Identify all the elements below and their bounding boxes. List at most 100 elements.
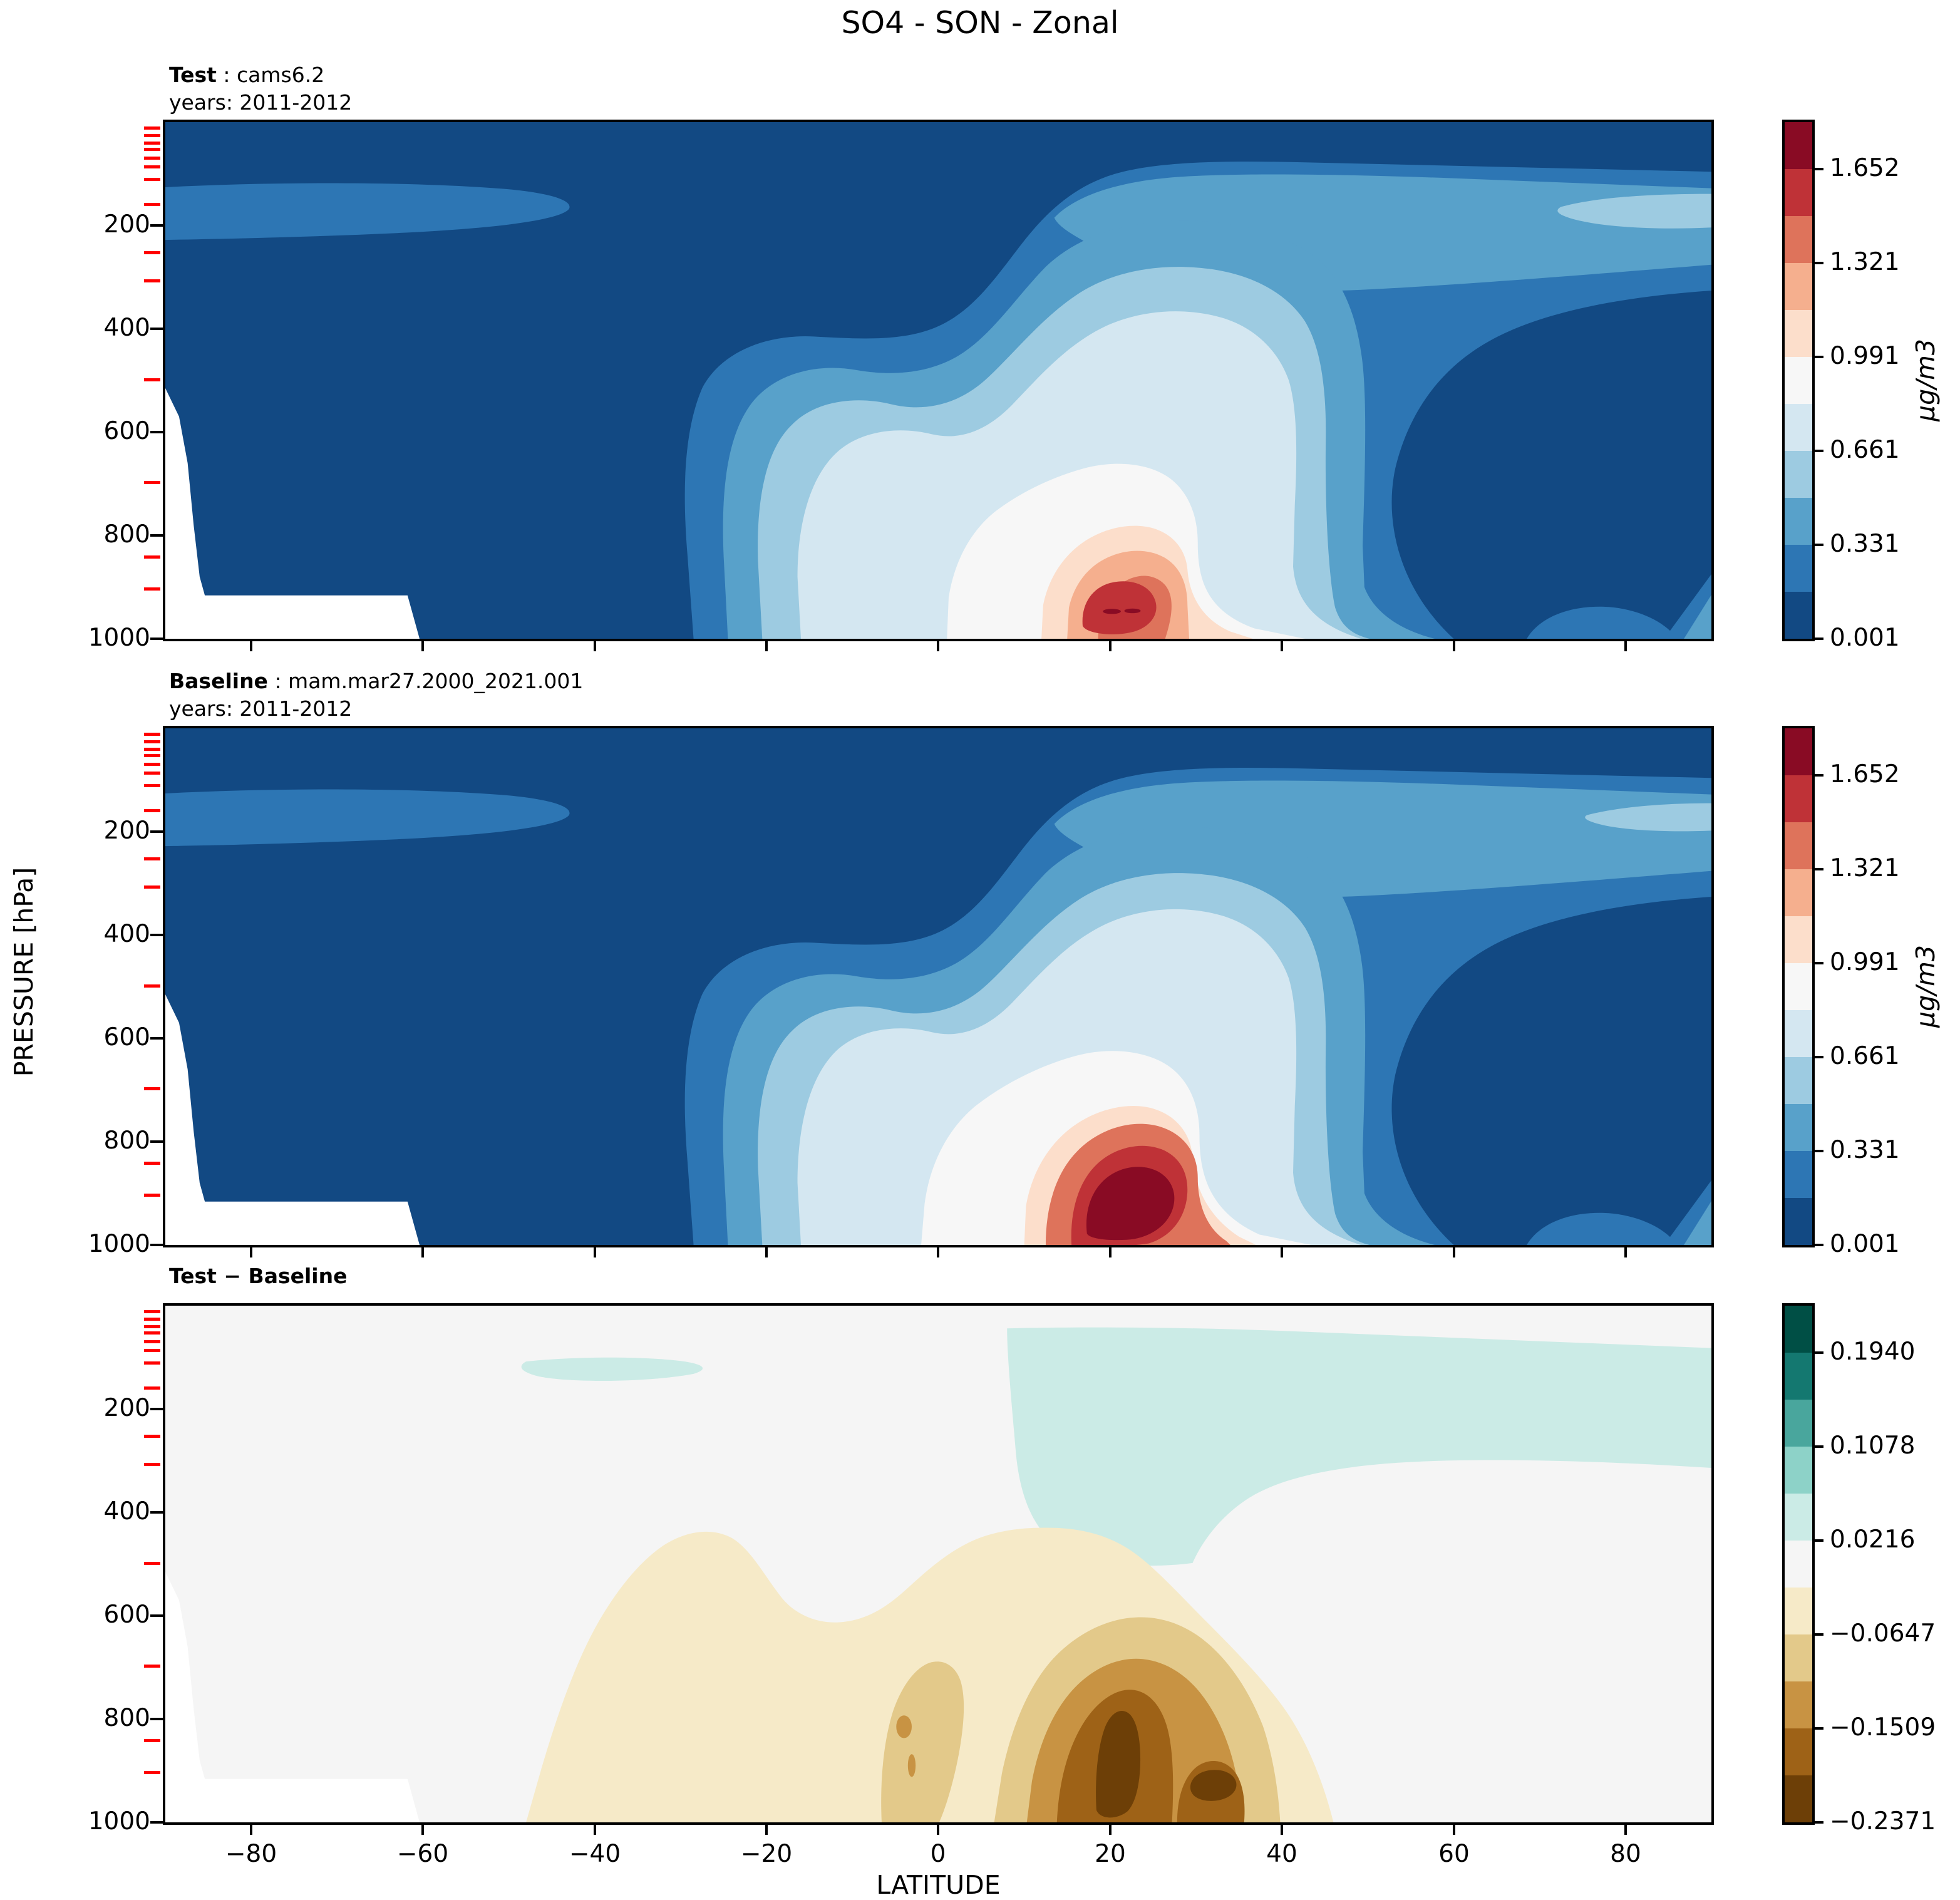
colorbar-segment [1785, 1104, 1812, 1151]
x-tick-label: 0 [930, 1840, 946, 1868]
x-tick-mark [1453, 1825, 1455, 1835]
x-tick-mark [594, 1247, 596, 1257]
model-level-tick-mark [144, 1331, 160, 1335]
colorbar-tick-mark [1815, 1445, 1823, 1448]
x-tick-mark [1281, 1825, 1283, 1835]
colorbar-segment [1785, 869, 1812, 916]
colorbar-difference-tick: −0.1509 [1830, 1713, 1936, 1742]
x-tick-mark [765, 1247, 768, 1257]
colorbar-test-tick: 1.321 [1830, 248, 1900, 276]
model-level-tick-mark [144, 1194, 160, 1197]
colorbar-segment [1785, 1681, 1812, 1728]
panel-test-plot [163, 120, 1714, 641]
x-tick-mark [765, 1825, 768, 1835]
x-tick-mark [937, 1247, 939, 1257]
y-tick-mark [150, 1408, 163, 1410]
colorbar-difference-tick: −0.0647 [1830, 1619, 1936, 1648]
panel-difference-header: Test − Baseline [169, 1264, 348, 1288]
x-tick-mark [1281, 641, 1283, 651]
model-level-tick-mark [144, 1771, 160, 1775]
x-tick-mark [1453, 1247, 1455, 1257]
y-tick-mark [150, 830, 163, 833]
model-level-tick-mark [144, 1386, 160, 1390]
colorbar-segment [1785, 169, 1812, 216]
panel-test-header: Test : cams6.2 [169, 63, 324, 87]
panel-baseline-header-bold: Baseline [169, 669, 268, 693]
x-tick-mark [1624, 1247, 1627, 1257]
contour-level4-lens [1557, 194, 1711, 229]
colorbar-tick-mark [1815, 168, 1823, 170]
colorbar-segment [1785, 545, 1812, 592]
model-level-tick-mark [144, 1664, 160, 1668]
y-tick-label: 400 [103, 314, 150, 342]
colorbar-baseline-tick: 1.652 [1830, 760, 1900, 788]
model-level-tick-mark [144, 747, 160, 751]
x-tick-mark [1281, 1247, 1283, 1257]
y-tick-mark [150, 1037, 163, 1040]
contour-level4-lens [1585, 803, 1711, 832]
terrain-mask [165, 388, 420, 639]
colorbar-segment [1785, 1634, 1812, 1681]
colorbar-tick-mark [1815, 450, 1823, 452]
colorbar-baseline [1782, 726, 1815, 1247]
model-level-tick-mark [144, 1349, 160, 1353]
colorbar-segment [1785, 1494, 1812, 1541]
x-tick-mark [1109, 1825, 1112, 1835]
x-tick-mark [937, 1825, 939, 1835]
diff-positive-sh-lens [521, 1357, 703, 1381]
x-tick-mark [421, 1825, 424, 1835]
model-level-tick-mark [144, 1462, 160, 1466]
model-level-tick-mark [144, 555, 160, 559]
y-axis-title: PRESSURE [hPa] [9, 867, 39, 1077]
diff-negative-finger-speck [907, 1754, 916, 1777]
panel-baseline-plot [163, 726, 1714, 1247]
x-tick-label: −80 [225, 1840, 277, 1868]
diff-positive-nh-upper [1007, 1327, 1711, 1566]
y-tick-label: 600 [103, 417, 150, 445]
colorbar-tick-mark [1815, 868, 1823, 870]
x-tick-mark [594, 641, 596, 651]
colorbar-segment [1785, 1588, 1812, 1634]
model-level-tick-mark [144, 1162, 160, 1165]
panel-difference-plot [163, 1303, 1714, 1825]
x-axis-title: LATITUDE [876, 1870, 1001, 1900]
x-tick-mark [250, 1825, 252, 1835]
colorbar-test-tick: 0.001 [1830, 624, 1900, 652]
x-tick-mark [1453, 641, 1455, 651]
model-level-tick-mark [144, 772, 160, 775]
y-tick-mark [150, 1821, 163, 1824]
x-tick-mark [421, 1247, 424, 1257]
panel-baseline-years: years: 2011-2012 [169, 696, 353, 721]
colorbar-segment [1785, 1400, 1812, 1447]
colorbar-test-unit-label: µg/m3 [1911, 339, 1941, 421]
panel-baseline-header: Baseline : mam.mar27.2000_2021.001 [169, 669, 583, 693]
model-level-tick-mark [144, 279, 160, 282]
colorbar-segment [1785, 1541, 1812, 1588]
x-tick-mark [594, 1825, 596, 1835]
contour-level11-speck [1103, 609, 1121, 614]
colorbar-segment [1785, 592, 1812, 639]
colorbar-segment [1785, 1198, 1812, 1245]
diff-negative-finger-speck [896, 1715, 912, 1738]
colorbar-segment [1785, 451, 1812, 498]
colorbar-difference [1782, 1303, 1815, 1825]
x-tick-label: −20 [740, 1840, 793, 1868]
colorbar-baseline-tick: 0.991 [1830, 948, 1900, 976]
colorbar-difference-tick: 0.1940 [1830, 1338, 1916, 1366]
colorbar-baseline-tick: 0.331 [1830, 1136, 1900, 1164]
diff-negative-core-east [1190, 1770, 1237, 1801]
y-tick-mark [150, 1614, 163, 1617]
colorbar-segment [1785, 310, 1812, 357]
y-tick-label: 600 [103, 1601, 150, 1629]
colorbar-segment [1785, 404, 1812, 451]
contour-level2-bump [1527, 606, 1678, 639]
colorbar-segment [1785, 216, 1812, 263]
y-tick-mark [150, 328, 163, 330]
contour-level11-core [1086, 1167, 1175, 1241]
model-level-tick-mark [144, 165, 160, 169]
y-tick-mark [150, 934, 163, 936]
y-tick-label: 1000 [88, 624, 150, 652]
colorbar-tick-mark [1815, 262, 1823, 264]
colorbar-test-tick: 1.652 [1830, 154, 1900, 182]
